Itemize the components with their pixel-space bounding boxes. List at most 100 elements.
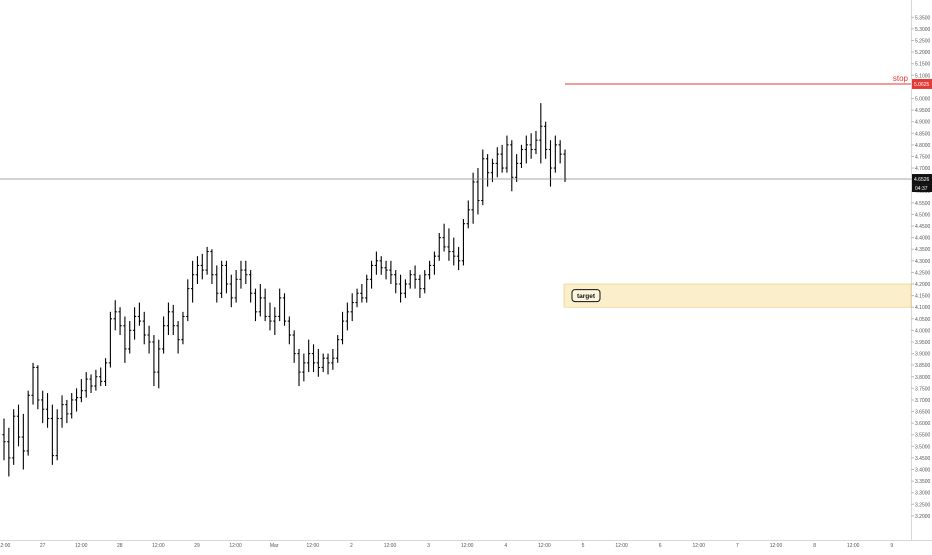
- ohlc-bar: [384, 260, 388, 280]
- price-tick-label: 3.7000: [915, 398, 931, 404]
- ohlc-bar: [466, 200, 470, 229]
- stop-label: stop: [893, 74, 909, 83]
- price-tick-label: 5.2500: [915, 38, 931, 44]
- time-tick-label: 27: [40, 543, 46, 549]
- time-tick-label: 5: [582, 543, 585, 549]
- price-tick-label: 4.7500: [915, 154, 931, 160]
- time-tick-label: 12:00: [770, 543, 783, 549]
- ohlc-bar: [510, 140, 514, 192]
- ohlc-bar: [191, 260, 195, 303]
- price-tick-label: 4.9000: [915, 120, 931, 126]
- time-tick-label: 12:00: [307, 543, 320, 549]
- ohlc-bar: [524, 135, 528, 164]
- price-tick-label: 5.0000: [915, 96, 931, 102]
- ohlc-bar: [379, 256, 383, 275]
- ohlc-bar: [307, 339, 311, 373]
- ohlc-bar: [548, 140, 553, 187]
- time-tick-label: 3: [427, 543, 430, 549]
- time-tick-label: 7: [736, 543, 739, 549]
- ohlc-bar: [176, 321, 180, 354]
- ohlc-bar: [345, 302, 349, 331]
- time-tick-label: 12:00: [615, 543, 628, 549]
- time-tick-label: 4: [504, 543, 507, 549]
- time-tick-label: 29: [194, 543, 200, 549]
- price-tick-label: 3.2500: [915, 502, 931, 508]
- ohlc-bar: [99, 367, 103, 387]
- ohlc-bar: [452, 237, 456, 266]
- price-tick-label: 4.5500: [915, 201, 931, 207]
- ohlc-bar: [544, 121, 548, 159]
- ohlc-bar: [142, 311, 146, 345]
- ohlc-bar: [476, 168, 480, 215]
- ohlc-bar: [147, 325, 151, 354]
- ohlc-bar: [558, 140, 562, 164]
- time-tick-label: 12:00: [229, 543, 242, 549]
- price-tick-label: 3.4500: [915, 456, 931, 462]
- ohlc-bar: [249, 270, 253, 303]
- ohlc-bar: [495, 147, 499, 178]
- ohlc-bar: [2, 418, 6, 461]
- ohlc-bar: [292, 330, 296, 363]
- ohlc-bar: [447, 228, 451, 261]
- ohlc-bar: [55, 409, 59, 461]
- ohlc-bar: [427, 260, 432, 280]
- ohlc-bar: [534, 130, 538, 155]
- price-tick-label: 3.3500: [915, 479, 931, 485]
- price-tick-label: 4.1500: [915, 294, 931, 300]
- target-label-box: [571, 289, 601, 303]
- ohlc-bar: [94, 369, 98, 391]
- ohlc-bar: [394, 270, 398, 294]
- ohlc-bar: [355, 288, 359, 308]
- ohlc-bar: [26, 390, 30, 456]
- price-tick-label: 5.3500: [915, 15, 931, 21]
- ohlc-bar: [413, 265, 417, 289]
- ohlc-bar: [118, 307, 122, 336]
- price-tick-label: 5.3000: [915, 27, 931, 33]
- price-tick-label: 3.4000: [915, 468, 931, 474]
- stop-price-badge: [912, 78, 932, 89]
- ohlc-bar: [311, 344, 316, 373]
- ohlc-bar: [331, 348, 335, 370]
- price-tick-label: 4.4500: [915, 224, 931, 230]
- time-tick-label: 8: [813, 543, 816, 549]
- price-tick-label: 4.0500: [915, 317, 931, 323]
- time-tick-label: 12:00: [847, 543, 860, 549]
- price-tick-label: 4.1000: [915, 305, 931, 311]
- ohlc-bar: [152, 335, 156, 387]
- ohlc-bar: [205, 246, 209, 275]
- ohlc-bar: [340, 311, 345, 345]
- ohlc-bar: [215, 265, 219, 303]
- ohlc-bar: [181, 311, 185, 345]
- ohlc-bar: [7, 427, 11, 477]
- ohlc-bar: [336, 335, 340, 363]
- ohlc-bar: [108, 311, 112, 368]
- target-zone-rect[interactable]: [563, 283, 912, 308]
- ohlc-bar: [210, 249, 214, 284]
- price-tick-label: 3.9000: [915, 352, 931, 358]
- ohlc-bar: [60, 395, 64, 428]
- price-tick-label: 3.6500: [915, 410, 931, 416]
- ohlc-bar: [166, 302, 171, 336]
- ohlc-bar: [553, 135, 557, 173]
- ohlc-bar: [273, 307, 277, 336]
- ohlc-bar: [132, 307, 137, 340]
- ohlc-bar: [79, 379, 83, 403]
- time-tick-label: 9: [890, 543, 893, 549]
- price-tick-label: 5.2000: [915, 50, 931, 56]
- ohlc-bar: [302, 353, 306, 382]
- ohlc-series: [2, 103, 567, 477]
- price-tick-label: 4.7000: [915, 166, 931, 172]
- ohlc-bar: [220, 260, 224, 298]
- stop-price-label: 5.0625: [914, 82, 930, 88]
- ohlc-bar: [74, 388, 79, 412]
- time-tick-label: 12:00: [693, 543, 706, 549]
- ohlc-bar: [282, 293, 287, 326]
- ohlc-bar: [195, 256, 200, 284]
- time-tick-label: 12:00: [384, 543, 397, 549]
- time-axis: 12:00 27 12:00 28 12:00 29 12:00 Mar 12:00 2 12:00…: [0, 543, 893, 549]
- target-zone[interactable]: target: [563, 283, 912, 308]
- ohlc-bar: [234, 270, 238, 303]
- price-tick-label: 5.1500: [915, 62, 931, 68]
